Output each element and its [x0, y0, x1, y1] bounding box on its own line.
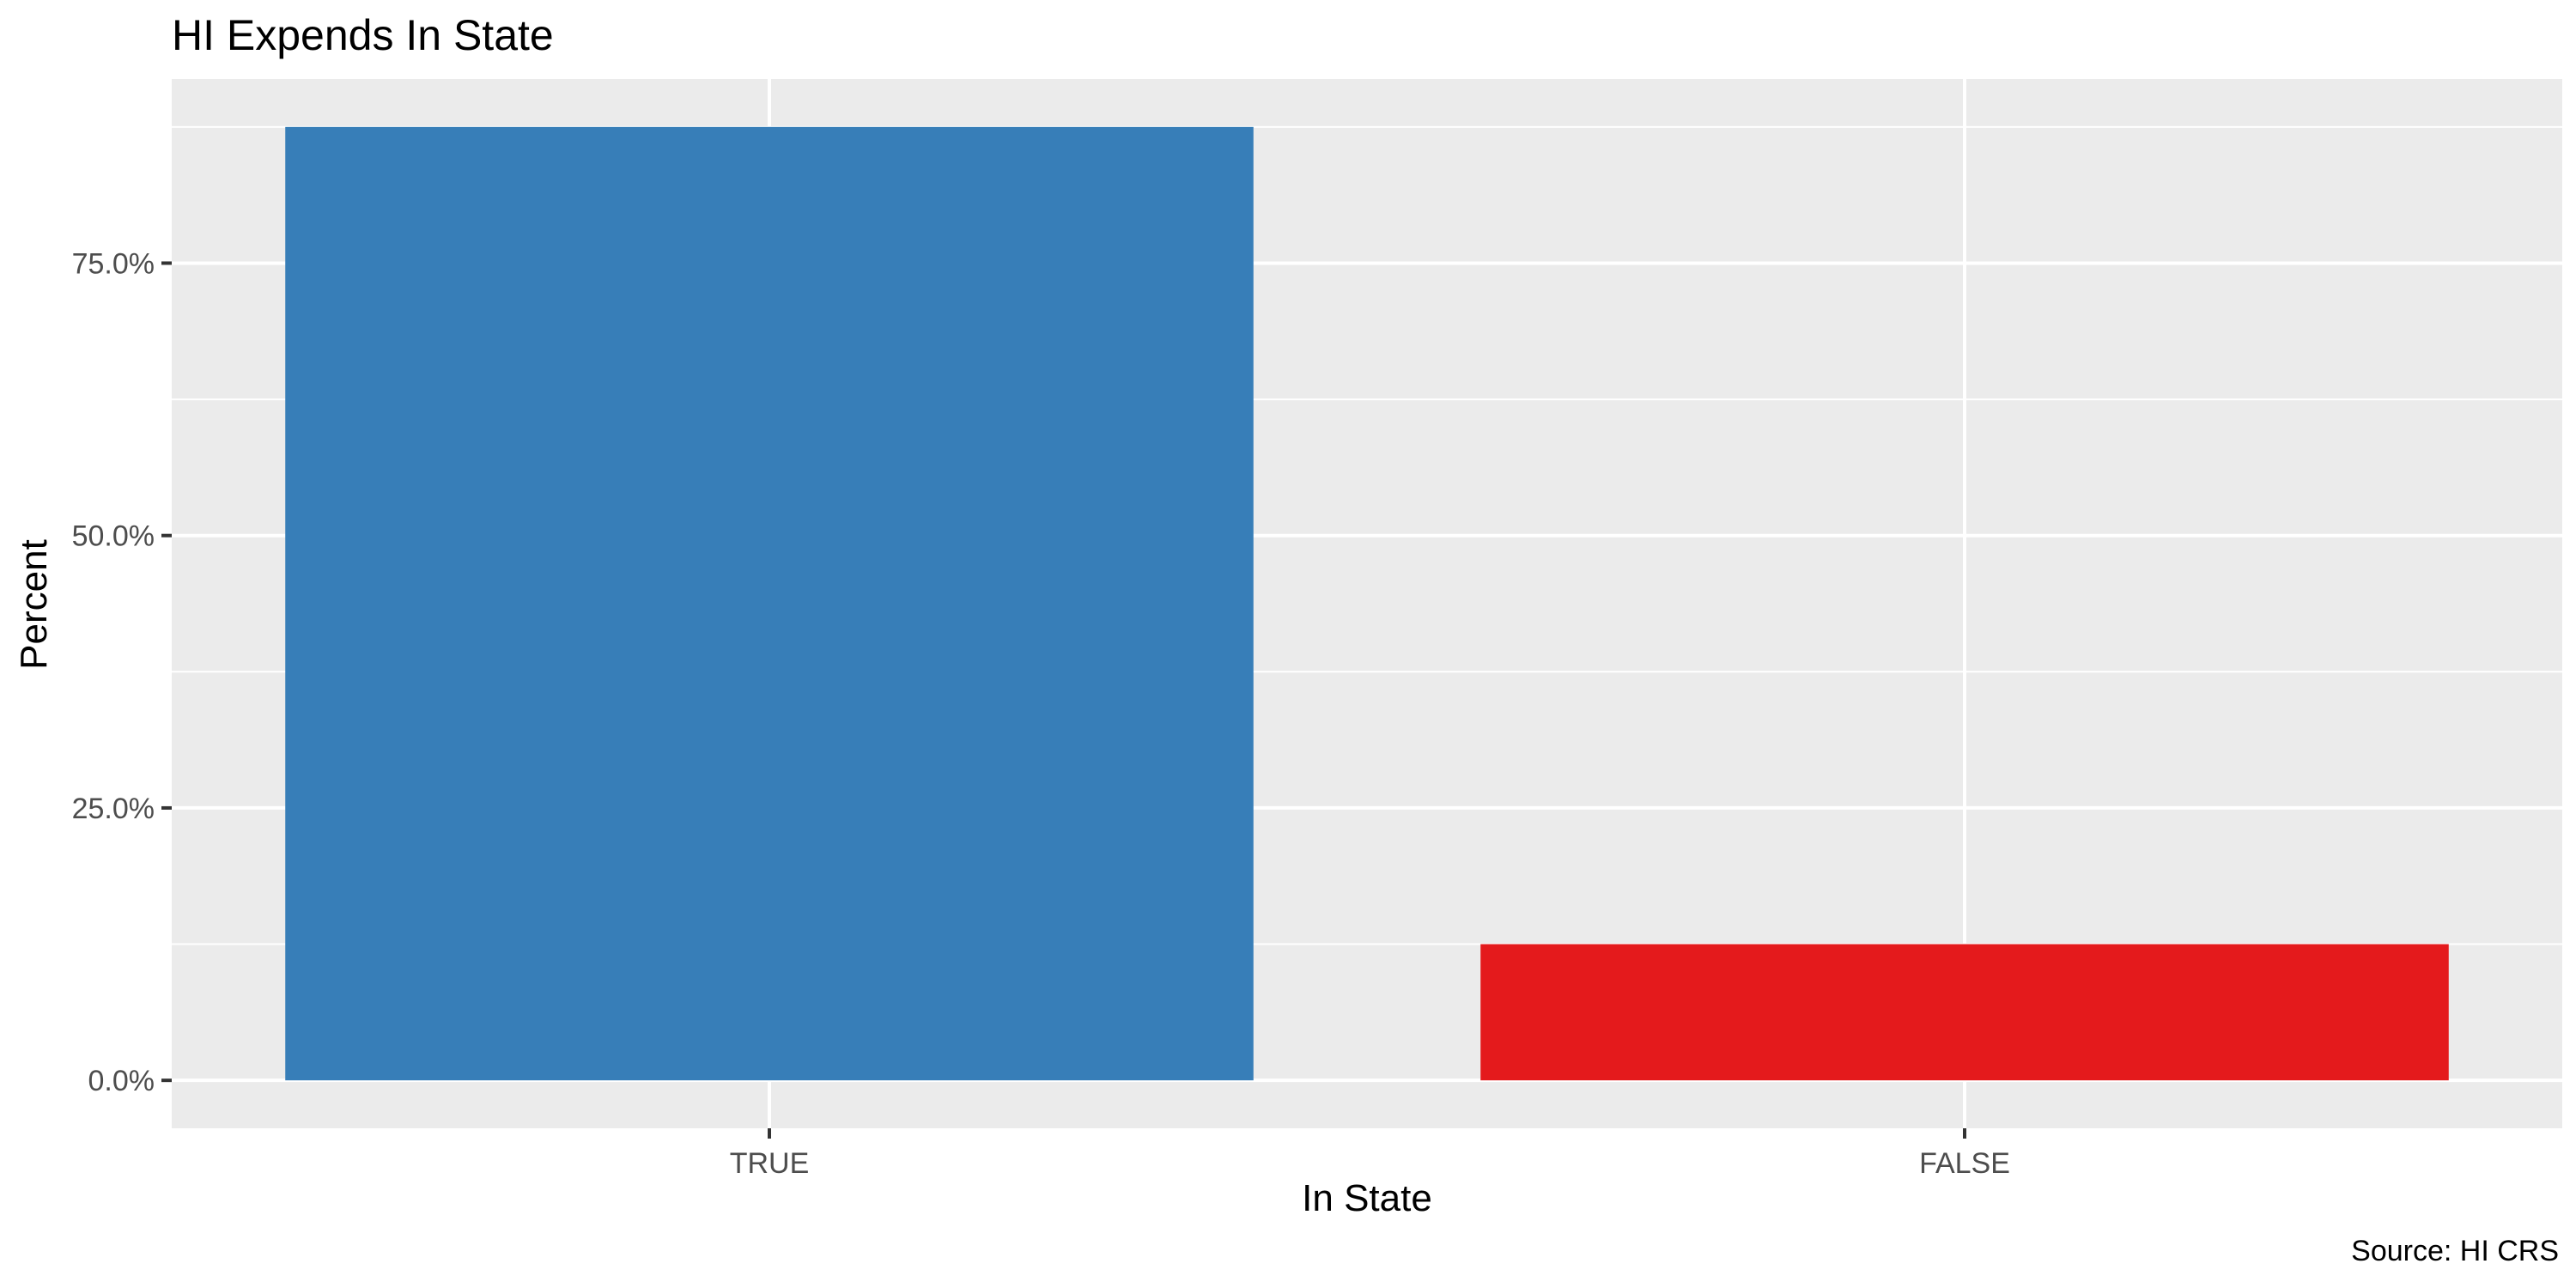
x-tick-label: TRUE	[730, 1147, 810, 1180]
x-tick-label: FALSE	[1919, 1147, 2010, 1180]
bars	[285, 126, 2449, 1081]
bar-true	[285, 126, 1254, 1081]
y-tick-label: 0.0%	[88, 1065, 155, 1097]
x-axis: TRUE FALSE	[730, 1128, 2010, 1180]
y-tick-label: 25.0%	[72, 793, 155, 825]
chart-title: HI Expends In State	[172, 11, 554, 59]
x-axis-title: In State	[1302, 1177, 1432, 1219]
y-tick-label: 75.0%	[72, 247, 155, 280]
y-axis-title: Percent	[13, 539, 55, 670]
y-tick-label: 50.0%	[72, 520, 155, 553]
y-axis: 0.0% 25.0% 50.0% 75.0%	[72, 247, 172, 1097]
bar-false	[1480, 944, 2449, 1081]
source-caption: Source: HI CRS	[2351, 1235, 2559, 1267]
